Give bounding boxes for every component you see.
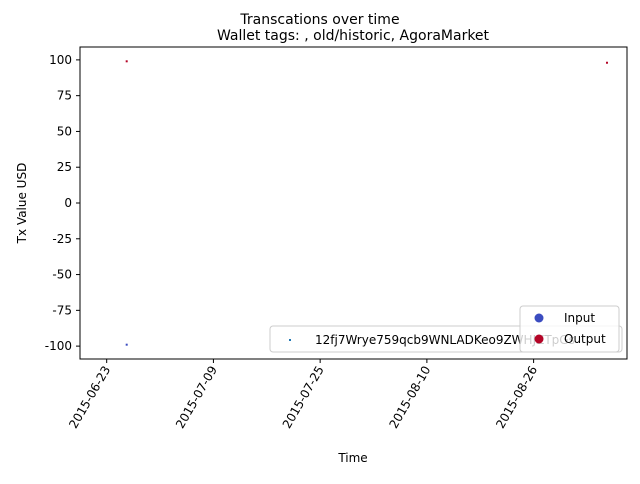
legend-input-label: Input — [564, 311, 595, 325]
chart-title: Transcations over time — [239, 12, 399, 28]
x-axis-label: Time — [337, 451, 367, 465]
color-legend-box — [519, 305, 620, 353]
x-tick-label: 2015-07-09 — [173, 364, 220, 431]
plot-frame — [79, 46, 628, 360]
x-ticks: 2015-06-23 2015-07-09 2015-07-25 2015-08-10… — [66, 359, 540, 431]
y-ticks: 100 75 50 25 0 -25 -50 -75 -100 — [45, 53, 80, 353]
legend-input-marker — [534, 313, 544, 323]
y-tick-label: 50 — [57, 124, 72, 138]
data-point-input — [125, 343, 128, 346]
data-points — [125, 60, 608, 346]
x-tick-label: 2015-08-26 — [493, 364, 540, 431]
y-tick-label: -75 — [52, 303, 72, 317]
data-point-output — [605, 61, 608, 64]
y-tick-label: -25 — [52, 232, 72, 246]
data-point-output — [125, 60, 128, 63]
legend-output-label: Output — [564, 332, 606, 346]
y-tick-label: -50 — [52, 268, 72, 282]
x-tick-label: 2015-06-23 — [66, 364, 113, 431]
y-tick-label: -100 — [45, 339, 72, 353]
y-tick-label: 0 — [64, 196, 72, 210]
chart-subtitle: Wallet tags: , old/historic, AgoraMarket — [217, 28, 490, 44]
y-axis-label: Tx Value USD — [15, 163, 29, 245]
wallet-legend-marker — [289, 339, 291, 341]
wallet-legend-label: 12fj7Wrye759qcb9WNLADKeo9ZWHJZTpGs — [315, 333, 575, 347]
y-tick-label: 25 — [57, 160, 72, 174]
color-legend: Input Output — [519, 305, 620, 353]
y-tick-label: 75 — [57, 89, 72, 103]
y-tick-label: 100 — [49, 53, 72, 67]
legend-output-marker — [534, 334, 544, 344]
x-tick-label: 2015-08-10 — [386, 364, 433, 431]
x-tick-label: 2015-07-25 — [280, 364, 327, 431]
